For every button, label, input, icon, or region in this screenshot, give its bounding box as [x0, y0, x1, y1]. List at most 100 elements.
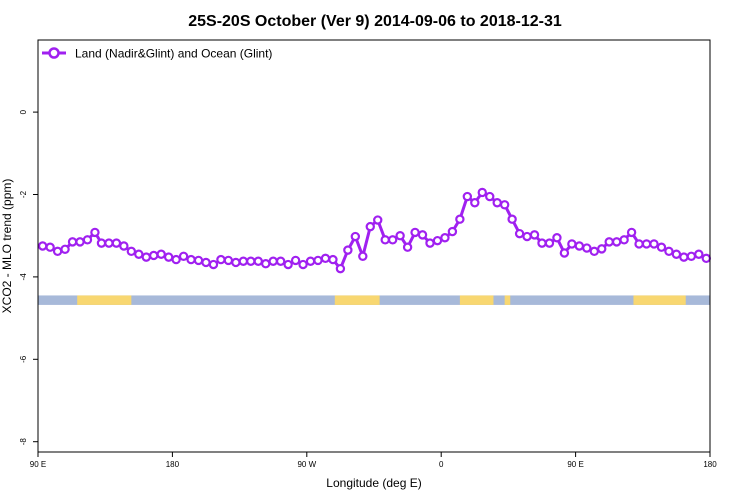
- data-point: [432, 235, 443, 246]
- data-point: [694, 249, 704, 259]
- data-point: [634, 239, 644, 249]
- series-layer: [37, 187, 711, 274]
- data-point: [544, 238, 555, 248]
- data-point: [246, 256, 256, 266]
- x-axis-ticks: 90 E 180 90 W 0 90 E 180: [30, 452, 717, 469]
- data-point: [275, 256, 286, 266]
- data-point: [193, 255, 204, 266]
- data-point: [686, 251, 697, 261]
- data-point: [208, 259, 219, 270]
- data-point: [559, 248, 570, 258]
- data-point: [626, 227, 637, 238]
- data-point: [60, 244, 70, 254]
- land-segment-4: [633, 295, 686, 305]
- data-point: [350, 231, 361, 242]
- data-point: [470, 198, 480, 208]
- data-point: [156, 249, 166, 259]
- data-point: [305, 256, 316, 266]
- data-point: [402, 242, 413, 252]
- data-point: [320, 253, 331, 264]
- data-point: [358, 251, 368, 261]
- y-tick-label: -6: [19, 355, 28, 363]
- data-point: [238, 256, 249, 266]
- data-point: [119, 241, 129, 251]
- data-point: [387, 235, 398, 245]
- data-point: [447, 226, 458, 237]
- data-point: [679, 252, 689, 262]
- data-point: [201, 257, 211, 268]
- data-point: [171, 254, 181, 265]
- chart-title: 25S-20S October (Ver 9) 2014-09-06 to 20…: [188, 13, 562, 30]
- data-point: [290, 255, 301, 266]
- data-point: [52, 246, 63, 257]
- data-point: [134, 249, 144, 259]
- legend-series-label: Land (Nadir&Glint) and Ocean (Glint): [75, 47, 272, 61]
- y-tick-label: 0: [19, 109, 28, 114]
- data-point: [126, 246, 137, 257]
- data-point: [313, 255, 323, 266]
- data-point: [268, 256, 278, 266]
- data-point: [343, 245, 353, 255]
- data-point: [417, 230, 428, 240]
- x-tick-label: 90 E: [30, 460, 46, 469]
- data-point: [410, 227, 420, 238]
- data-point: [373, 215, 383, 225]
- legend: Land (Nadir&Glint) and Ocean (Glint): [42, 47, 272, 61]
- data-point: [178, 251, 189, 261]
- data-point: [492, 198, 502, 208]
- data-point: [111, 238, 122, 248]
- data-point: [649, 239, 659, 249]
- data-point: [656, 242, 667, 252]
- data-point: [574, 241, 585, 251]
- data-point: [462, 191, 473, 202]
- data-point: [477, 187, 487, 198]
- data-point: [328, 254, 338, 265]
- data-point: [529, 230, 540, 240]
- data-point: [567, 239, 577, 249]
- data-point: [253, 256, 263, 266]
- data-point: [283, 259, 293, 270]
- data-point: [380, 235, 390, 245]
- y-axis-ticks: 0 -2 -4 -6 -8: [19, 109, 38, 445]
- data-point: [664, 246, 674, 257]
- y-axis-label: XCO2 - MLO trend (ppm): [0, 179, 14, 314]
- data-point: [485, 191, 495, 202]
- data-point: [619, 235, 629, 245]
- data-point: [425, 238, 435, 248]
- data-point: [597, 244, 607, 254]
- data-point: [522, 231, 532, 242]
- data-point: [163, 252, 174, 262]
- x-tick-label: 180: [166, 460, 180, 469]
- data-point: [440, 233, 450, 243]
- x-tick-label: 180: [703, 460, 717, 469]
- data-point: [641, 239, 652, 249]
- x-tick-label: 0: [439, 460, 444, 469]
- data-point: [141, 252, 151, 262]
- data-point: [499, 200, 510, 210]
- data-point: [604, 237, 614, 247]
- data-point: [611, 237, 622, 247]
- data-point: [395, 230, 405, 241]
- data-point: [186, 254, 196, 265]
- data-point: [537, 238, 547, 248]
- data-point: [701, 253, 711, 264]
- data-point: [104, 238, 114, 248]
- data-point: [90, 227, 100, 238]
- data-point: [45, 242, 55, 252]
- data-point: [552, 233, 562, 243]
- x-axis-label: Longitude (deg E): [326, 476, 421, 490]
- land-segment-2: [459, 295, 494, 305]
- land-segment-3: [504, 295, 511, 305]
- data-point: [82, 235, 93, 245]
- data-point: [507, 214, 517, 224]
- data-point: [582, 243, 592, 253]
- data-point: [589, 246, 599, 257]
- data-point: [67, 237, 78, 247]
- data-point: [261, 259, 271, 269]
- y-tick-label: -2: [19, 190, 28, 198]
- data-point: [514, 228, 525, 239]
- y-tick-label: -8: [19, 438, 28, 446]
- data-point: [455, 214, 465, 224]
